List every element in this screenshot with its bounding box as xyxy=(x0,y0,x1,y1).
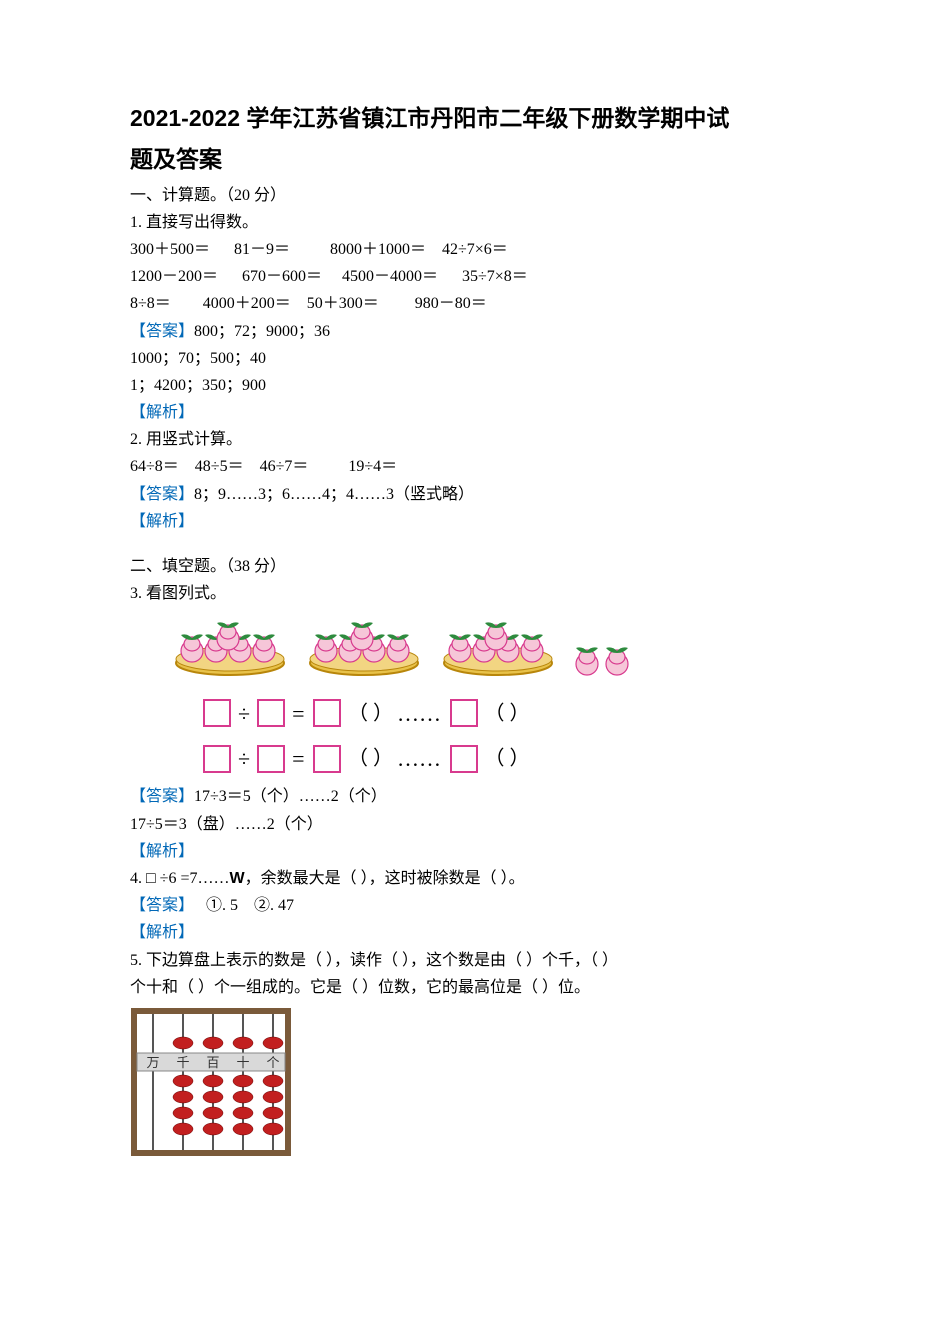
eq-box xyxy=(257,699,285,727)
q3-parse: 【解析】 xyxy=(130,838,840,865)
section2-header: 二、填空题。（38 分） xyxy=(130,553,840,580)
abacus-figure: 万千百十个 xyxy=(130,1007,840,1166)
q1-row2: 1200－200＝ 670－600＝ 4500－4000＝ 35÷7×8＝ xyxy=(130,263,840,290)
svg-text:万: 万 xyxy=(146,1055,159,1070)
eq-box xyxy=(313,699,341,727)
q4-answer: 【答案】 ①. 5 ②. 47 xyxy=(130,892,840,919)
equals-sign: = xyxy=(292,701,310,726)
eq-box xyxy=(450,699,478,727)
q3-answer: 【答案】17÷3＝5（个）……2（个） xyxy=(130,783,840,810)
eq-box xyxy=(257,745,285,773)
page-title: 2021-2022 学年江苏省镇江市丹阳市二年级下册数学期中试 xyxy=(130,100,840,137)
ellipsis: …… xyxy=(397,746,447,771)
answer-label: 【答案】 xyxy=(130,788,194,805)
w-symbol: W xyxy=(229,870,244,887)
eq-box xyxy=(203,699,231,727)
q3-ans-l1: 17÷3＝5（个）……2（个） xyxy=(194,788,387,805)
q3-prompt: 3. 看图列式。 xyxy=(130,580,840,607)
q1-ans-l2: 1000；70；500；40 xyxy=(130,345,840,372)
svg-text:千: 千 xyxy=(176,1055,189,1070)
q4-prompt-b: ，余数最大是（ ），这时被除数是（ ）。 xyxy=(245,870,525,887)
eq-box xyxy=(203,745,231,773)
q5-prompt-l1: 5. 下边算盘上表示的数是（ ），读作（ ），这个数是由（ ）个千，（ ） xyxy=(130,947,840,974)
q1-parse: 【解析】 xyxy=(130,399,840,426)
q2-parse: 【解析】 xyxy=(130,508,840,535)
q3-ans-l2: 17÷5＝3（盘）……2（个） xyxy=(130,811,840,838)
paren: （ ） xyxy=(348,702,393,724)
svg-text:个: 个 xyxy=(266,1055,279,1070)
q4-prompt-a: 4. □ ÷6 =7…… xyxy=(130,870,229,887)
paren: （ ） xyxy=(485,748,530,770)
q1-prompt: 1. 直接写出得数。 xyxy=(130,209,840,236)
answer-label: 【答案】 xyxy=(130,323,194,340)
eq-box xyxy=(450,745,478,773)
q4-prompt: 4. □ ÷6 =7……W，余数最大是（ ），这时被除数是（ ）。 xyxy=(130,865,840,892)
equals-sign: = xyxy=(292,746,310,771)
q2-row: 64÷8＝ 48÷5＝ 46÷7＝ 19÷4＝ xyxy=(130,453,840,480)
answer-label: 【答案】 xyxy=(130,897,194,914)
equation-row-2: ÷ = （ ） …… （ ） xyxy=(200,740,840,777)
q4-parse: 【解析】 xyxy=(130,919,840,946)
equation-row-1: ÷ = （ ） …… （ ） xyxy=(200,695,840,732)
peach-figure xyxy=(170,613,840,686)
q1-ans-l1: 800；72；9000；36 xyxy=(194,323,330,340)
ellipsis: …… xyxy=(397,701,447,726)
paren: （ ） xyxy=(485,702,530,724)
svg-text:十: 十 xyxy=(236,1055,249,1070)
svg-text:百: 百 xyxy=(206,1055,219,1070)
q1-row3: 8÷8＝ 4000＋200＝ 50＋300＝ 980－80＝ xyxy=(130,290,840,317)
q2-ans: 8；9……3；6……4；4……3（竖式略） xyxy=(194,486,474,503)
divide-sign: ÷ xyxy=(238,746,250,771)
q4-ans: ①. 5 ②. 47 xyxy=(194,897,294,914)
answer-label: 【答案】 xyxy=(130,486,194,503)
eq-box xyxy=(313,745,341,773)
divide-sign: ÷ xyxy=(238,701,250,726)
q1-answer: 【答案】800；72；9000；36 xyxy=(130,318,840,345)
q5-prompt-l2: 个十和（ ）个一组成的。它是（ ）位数，它的最高位是（ ）位。 xyxy=(130,974,840,1001)
q2-prompt: 2. 用竖式计算。 xyxy=(130,426,840,453)
q1-ans-l3: 1；4200；350；900 xyxy=(130,372,840,399)
page-title-line2: 题及答案 xyxy=(130,141,840,178)
section1-header: 一、计算题。（20 分） xyxy=(130,182,840,209)
q1-row1: 300＋500＝ 81－9＝ 8000＋1000＝ 42÷7×6＝ xyxy=(130,236,840,263)
q2-answer: 【答案】8；9……3；6……4；4……3（竖式略） xyxy=(130,481,840,508)
paren: （ ） xyxy=(348,748,393,770)
